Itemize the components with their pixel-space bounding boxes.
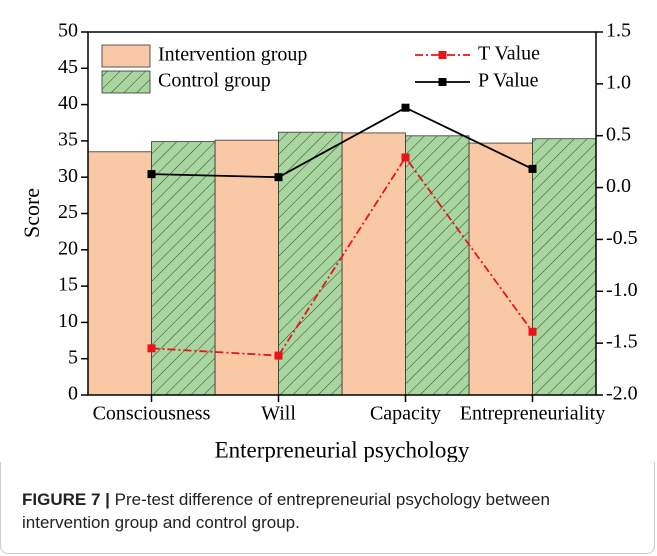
- legend-label: T Value: [478, 43, 540, 65]
- legend-swatch: [101, 70, 151, 94]
- y-tick-label: 15: [58, 274, 78, 296]
- y2-tick-label: 1.0: [606, 71, 631, 93]
- marker: [528, 164, 537, 173]
- y-tick-label: 10: [58, 310, 78, 332]
- marker: [274, 351, 283, 360]
- y-axis-title: Score: [19, 188, 44, 238]
- y-tick-label: 45: [58, 56, 78, 78]
- bar: [532, 138, 597, 396]
- y-tick-label: 20: [58, 237, 78, 259]
- caption: FIGURE 7 | Pre-test difference of entrep…: [22, 488, 602, 534]
- y2-tick-label: -0.5: [606, 227, 638, 249]
- marker: [401, 103, 410, 112]
- marker: [528, 327, 537, 336]
- bar: [468, 142, 533, 396]
- x-tick-label: Will: [261, 403, 296, 425]
- marker: [274, 173, 283, 182]
- caption-text: Pre-test difference of entrepreneurial p…: [22, 490, 550, 532]
- x-axis-title: Enterpreneurial psychology: [215, 437, 470, 462]
- y2-tick-label: 0.0: [606, 175, 631, 197]
- y-tick-label: 30: [58, 165, 78, 187]
- legend-marker: [438, 78, 447, 86]
- x-tick-label: Consciousness: [93, 403, 211, 425]
- bar: [214, 139, 279, 396]
- legend-marker: [438, 51, 447, 59]
- y-tick-label: 0: [68, 383, 78, 405]
- legend-swatch: [101, 44, 151, 68]
- marker: [147, 344, 156, 353]
- bar: [341, 132, 406, 396]
- marker: [401, 153, 410, 162]
- chart: Score Enterpreneurial psychology 0 5 10 15 2…: [19, 20, 638, 463]
- y2-tick-label: -1.0: [606, 279, 638, 301]
- bar: [151, 141, 216, 396]
- marker: [147, 170, 156, 179]
- y2-tick-label: 0.5: [606, 123, 631, 145]
- legend-label: P Value: [478, 70, 539, 92]
- y2-tick-label: -2.0: [606, 383, 638, 405]
- legend-label: Intervention group: [158, 44, 307, 66]
- x-tick-label: Entrepreneuriality: [460, 403, 606, 425]
- line: [151, 106, 533, 179]
- caption-label: FIGURE 7 |: [22, 490, 110, 509]
- x-tick-label: Capacity: [370, 403, 441, 425]
- line: [151, 155, 534, 357]
- y-tick-label: 50: [58, 20, 78, 42]
- y2-tick-label: -1.5: [606, 331, 638, 353]
- legend-label: Control group: [158, 70, 271, 92]
- bar: [87, 151, 152, 396]
- y-tick-label: 35: [58, 128, 78, 150]
- y-tick-label: 40: [58, 92, 78, 114]
- y-tick-label: 5: [68, 346, 78, 368]
- y-tick-label: 25: [58, 201, 78, 223]
- y2-tick-label: 1.5: [606, 20, 631, 42]
- caption-box: [0, 462, 655, 554]
- bar: [405, 135, 470, 396]
- bar: [278, 131, 343, 396]
